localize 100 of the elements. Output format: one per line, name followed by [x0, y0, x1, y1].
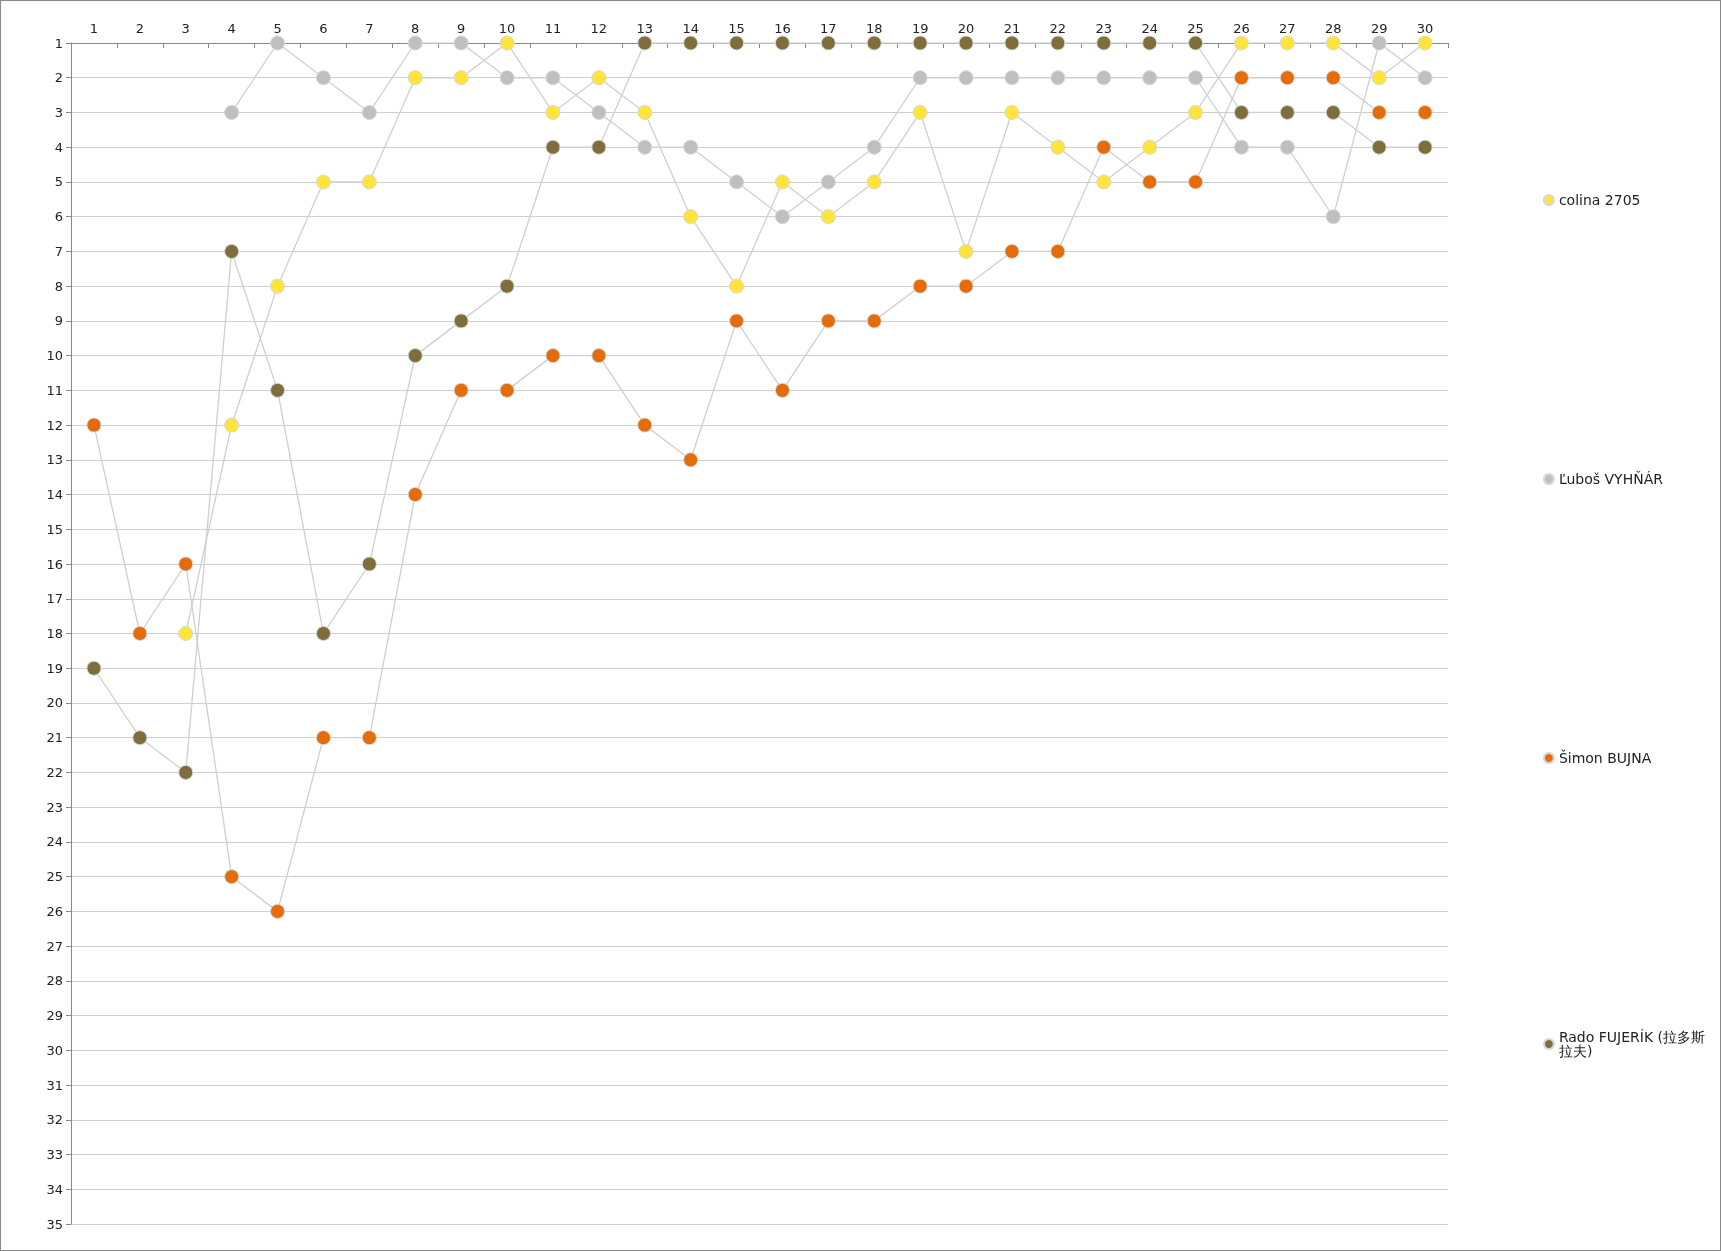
point	[270, 382, 286, 398]
point	[178, 764, 194, 780]
y-tick-label: 2	[54, 70, 63, 86]
y-tick-label: 28	[46, 973, 63, 989]
point	[1233, 139, 1249, 155]
y-tick-label: 22	[46, 764, 63, 780]
point	[315, 730, 331, 746]
point	[453, 35, 469, 51]
point	[86, 660, 102, 676]
y-tick-label: 1	[54, 35, 63, 51]
y-tick-label: 12	[46, 417, 63, 433]
x-tick-label: 4	[227, 21, 236, 36]
point	[1325, 209, 1341, 225]
x-tick-label: 29	[1370, 21, 1388, 36]
x-tick-label: 28	[1324, 21, 1342, 36]
point	[1279, 70, 1295, 86]
y-tick-label: 16	[46, 556, 63, 572]
point	[407, 70, 423, 86]
legend-label: colina 2705	[1558, 192, 1641, 208]
y-tick-label: 9	[54, 313, 63, 329]
point	[407, 35, 423, 51]
point	[224, 869, 240, 885]
point	[820, 174, 836, 190]
point	[912, 35, 928, 51]
x-tick-label: 30	[1416, 21, 1434, 36]
y-tick-label: 30	[46, 1042, 63, 1058]
point	[361, 730, 377, 746]
x-tick-label: 25	[1187, 21, 1204, 36]
x-tick-label: 16	[774, 21, 791, 36]
x-tick-label: 19	[911, 21, 929, 36]
y-tick-label: 25	[46, 869, 63, 885]
point	[407, 487, 423, 503]
point	[683, 209, 699, 225]
point	[1325, 104, 1341, 120]
point	[1417, 70, 1433, 86]
point	[1233, 35, 1249, 51]
point	[315, 174, 331, 190]
legend-label: Šimon BUJNA	[1558, 749, 1652, 766]
y-tick-label: 18	[46, 626, 63, 641]
x-tick-label: 10	[498, 21, 516, 36]
point	[591, 104, 607, 120]
point	[499, 70, 515, 86]
point	[499, 382, 515, 398]
point	[1050, 35, 1066, 51]
x-tick-label: 20	[957, 21, 975, 36]
point	[1142, 70, 1158, 86]
legend-label: Ľuboš VYHŇÁR	[1558, 471, 1664, 487]
point	[1050, 70, 1066, 86]
point	[315, 626, 331, 641]
x-tick-label: 12	[590, 21, 608, 36]
x-tick-label: 2	[135, 21, 144, 36]
point	[1096, 174, 1112, 190]
point	[1188, 104, 1204, 120]
point	[1004, 243, 1020, 259]
point	[866, 35, 882, 51]
point	[270, 35, 286, 51]
point	[270, 903, 286, 919]
point	[866, 313, 882, 329]
point	[361, 174, 377, 190]
point	[1188, 70, 1204, 86]
y-tick-label: 34	[46, 1181, 63, 1197]
point	[820, 209, 836, 225]
x-tick-label: 1	[89, 21, 99, 36]
point	[453, 382, 469, 398]
x-tick-label: 11	[544, 21, 562, 36]
point	[1417, 139, 1433, 155]
y-tick-label: 13	[46, 452, 63, 468]
y-tick-label: 7	[54, 243, 63, 259]
point	[1325, 35, 1341, 51]
x-tick-label: 24	[1141, 21, 1158, 36]
point	[1050, 139, 1066, 155]
point	[683, 139, 699, 155]
x-tick-label: 15	[728, 21, 745, 36]
point	[866, 174, 882, 190]
point	[224, 417, 240, 433]
point	[912, 70, 928, 86]
y-tick-label: 24	[46, 834, 63, 850]
point	[499, 278, 515, 294]
point	[683, 452, 699, 468]
y-tick-label: 31	[46, 1077, 63, 1093]
point	[1188, 35, 1204, 51]
point	[1188, 174, 1204, 190]
point	[224, 243, 240, 259]
x-tick-label: 8	[411, 21, 420, 36]
point	[499, 35, 515, 51]
point	[545, 348, 561, 364]
point	[774, 35, 790, 51]
point	[774, 209, 790, 225]
y-tick-label: 8	[54, 278, 63, 294]
point	[591, 70, 607, 86]
x-tick-label: 27	[1279, 21, 1296, 36]
point	[453, 313, 469, 329]
point	[637, 139, 653, 155]
x-tick-label: 18	[865, 21, 883, 36]
point	[1142, 139, 1158, 155]
point	[1004, 70, 1020, 86]
point	[591, 139, 607, 155]
point	[86, 417, 102, 433]
point	[729, 35, 745, 51]
x-tick-label: 9	[457, 21, 466, 36]
